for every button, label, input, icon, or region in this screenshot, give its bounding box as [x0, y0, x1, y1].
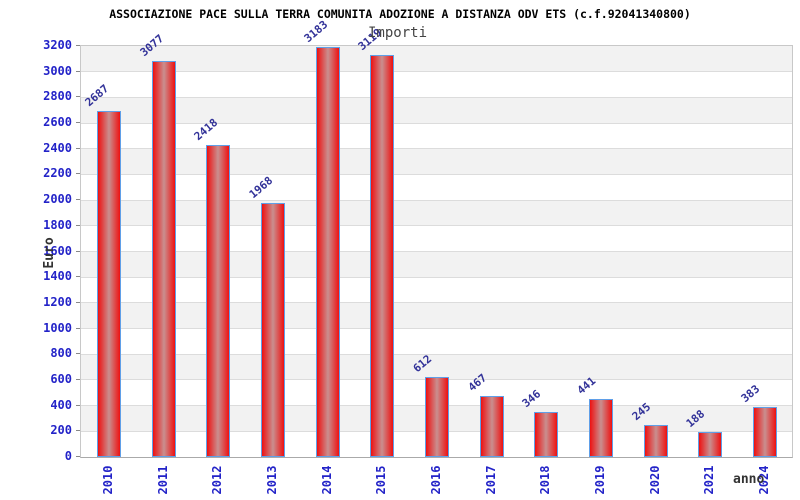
y-tick-label: 1000: [43, 320, 72, 335]
x-tick-label: 2016: [429, 465, 443, 495]
y-tick-label: 1200: [43, 294, 72, 309]
gridline: [81, 71, 792, 73]
y-tick-mark: [76, 250, 80, 252]
y-tick-label: 3000: [43, 63, 72, 78]
x-tick-label: 2020: [647, 465, 662, 495]
bar: [425, 377, 449, 457]
y-tick-label: 2200: [43, 166, 72, 181]
plot-band: [81, 200, 792, 226]
x-tick-label: 2021: [702, 465, 717, 495]
bar-value-label: 383: [738, 382, 763, 405]
x-tick-label: 2014: [319, 465, 334, 495]
y-tick-label: 600: [50, 371, 72, 386]
bar-value-label: 3183: [301, 18, 330, 46]
bar: [643, 424, 668, 457]
y-tick-mark: [76, 147, 80, 149]
chart-title: ASSOCIAZIONE PACE SULLA TERRA COMUNITA A…: [109, 7, 691, 21]
bar: [479, 396, 504, 457]
y-tick-label: 2000: [43, 192, 72, 207]
bar: [534, 411, 559, 457]
y-tick-mark: [76, 404, 80, 406]
bar: [151, 60, 176, 457]
y-tick-mark: [76, 199, 80, 201]
x-tick-label: 2013: [265, 465, 279, 495]
x-tick-label: 2017: [483, 465, 498, 495]
y-tick-label: 1600: [43, 243, 72, 258]
y-tick-mark: [76, 224, 80, 226]
x-tick-label: 2010: [101, 465, 115, 495]
gridline: [81, 328, 792, 330]
y-tick-mark: [76, 70, 80, 72]
gridline: [81, 96, 792, 98]
x-tick-label: 2012: [210, 465, 225, 495]
bar: [315, 47, 340, 457]
x-tick-label: 2015: [374, 465, 389, 495]
y-tick-mark: [76, 430, 80, 432]
y-axis-title: Euro: [42, 237, 57, 269]
y-tick-mark: [76, 327, 80, 329]
bar: [261, 203, 285, 457]
y-tick-label: 200: [50, 423, 72, 438]
gridline: [81, 302, 792, 304]
y-tick-mark: [76, 301, 80, 303]
plot-band: [81, 354, 792, 380]
y-tick-mark: [76, 45, 80, 46]
x-axis-title: anno: [733, 472, 765, 487]
gridline: [81, 199, 792, 201]
y-tick-label: 1800: [43, 217, 72, 232]
gridline: [81, 251, 792, 252]
bar: [206, 145, 231, 457]
y-tick-mark: [76, 378, 80, 380]
plot-area: 2687 3077 2418 1968 3183 3119 612 467 346 441 245 1…: [80, 18, 793, 458]
gridline: [81, 122, 792, 124]
x-tick-label: 2018: [538, 465, 553, 495]
y-tick-mark: [76, 173, 80, 175]
y-tick-mark: [76, 276, 80, 278]
y-tick-label: 2800: [43, 89, 72, 104]
y-tick-mark: [76, 456, 80, 457]
legend-series-label: Importi: [368, 25, 428, 41]
y-tick-mark: [76, 96, 80, 98]
y-tick-label: 2600: [43, 115, 72, 130]
y-tick-label: 1400: [43, 269, 72, 284]
y-tick-label: 2400: [43, 140, 72, 155]
bar: [753, 406, 777, 457]
bar: [589, 399, 613, 457]
bar-value-label: 1968: [246, 174, 276, 202]
gridline: [81, 148, 792, 150]
bar: [370, 55, 395, 457]
y-tick-mark: [76, 122, 80, 124]
x-tick-label: 2019: [593, 465, 607, 495]
bar: [698, 431, 723, 457]
y-tick-label: 3200: [43, 38, 72, 52]
gridline: [81, 353, 792, 355]
plot-band: [81, 148, 792, 175]
y-tick-label: 800: [50, 346, 72, 361]
y-tick-label: 400: [50, 397, 72, 412]
gridline: [81, 276, 792, 278]
x-tick-label: 2011: [155, 465, 170, 495]
bar: [97, 110, 121, 457]
y-tick-label: 0: [64, 449, 72, 463]
plot-band: [81, 302, 792, 329]
gridline: [81, 173, 792, 175]
plot-band: [81, 97, 792, 124]
gridline: [81, 225, 792, 227]
y-tick-mark: [76, 353, 80, 355]
plot-band: [81, 251, 792, 278]
plot-band: [81, 46, 792, 72]
